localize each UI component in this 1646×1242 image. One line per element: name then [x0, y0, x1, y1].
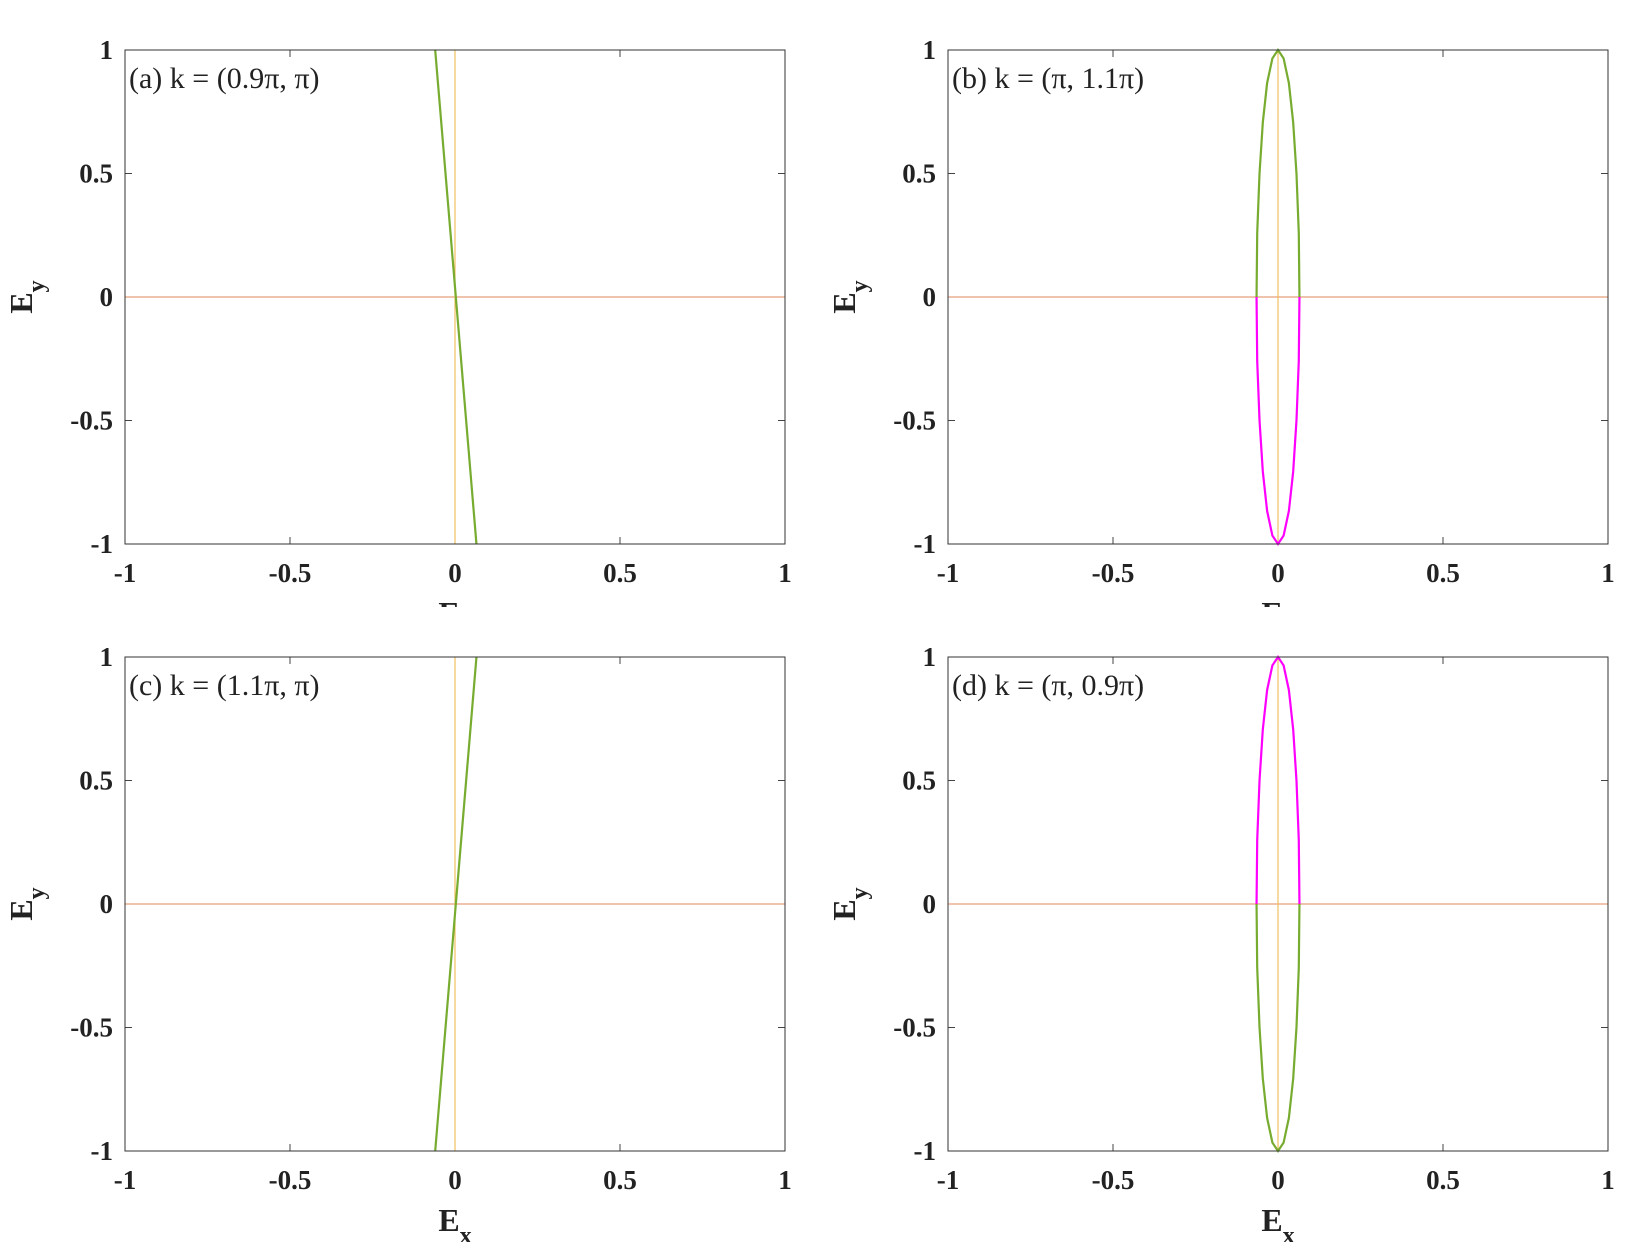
x-axis-label: Ex	[438, 595, 471, 642]
y-tick-label: 0	[100, 889, 114, 919]
x-tick-label: -0.5	[1092, 1165, 1135, 1195]
y-tick-label: 0.5	[902, 766, 936, 796]
x-axis-label-main: E	[1261, 1202, 1282, 1238]
y-axis-label-main: E	[3, 899, 39, 920]
axes-box	[947, 656, 1609, 1152]
y-tick-label: -1	[91, 1136, 114, 1166]
x-tick-label: 1	[1601, 1165, 1615, 1195]
x-tick-label: 1	[1601, 558, 1615, 588]
x-tick-label: -1	[114, 1165, 137, 1195]
y-axis-label: Ey	[3, 280, 50, 313]
y-tick-label: 1	[100, 642, 114, 672]
y-tick-label: -1	[91, 529, 114, 559]
y-tick-label: 0	[923, 282, 937, 312]
y-tick-label: -0.5	[893, 406, 936, 436]
subplot: -1 -0.5 0 0.5 1 -1 -0.5 0 0.5 1 (a) k = (0.9π, π) E…	[3, 35, 792, 642]
x-tick-label: 0.5	[603, 1165, 637, 1195]
x-tick-label: -1	[937, 1165, 960, 1195]
y-axis-label: Ey	[3, 887, 50, 920]
subplot: -1 -0.5 0 0.5 1 -1 -0.5 0 0.5 1 (b) k = (π, 1.1π) E…	[826, 35, 1615, 642]
y-tick-label: 0.5	[902, 159, 936, 189]
x-axis-label: Ex	[1261, 1202, 1294, 1242]
y-axis-label-main: E	[3, 292, 39, 313]
data-line	[434, 656, 478, 1152]
x-axis-label-sub: x	[460, 1223, 472, 1242]
y-tick-label: 1	[923, 642, 937, 672]
y-axis-label: Ey	[826, 887, 873, 920]
x-tick-label: 0.5	[1426, 558, 1460, 588]
annotation: (c) k = (1.1π, π)	[129, 669, 320, 702]
y-tick-label: -0.5	[893, 1013, 936, 1043]
data-line	[434, 49, 478, 545]
x-axis-label-main: E	[438, 595, 459, 631]
y-axis-label-sub: y	[847, 280, 873, 292]
y-axis-label-sub: y	[24, 887, 50, 899]
y-tick-label: -1	[914, 1136, 937, 1166]
axes-box	[124, 49, 786, 545]
annotation: (b) k = (π, 1.1π)	[952, 62, 1144, 95]
y-tick-label: -1	[914, 529, 937, 559]
y-tick-label: 0	[923, 889, 937, 919]
subplot: -1 -0.5 0 0.5 1 -1 -0.5 0 0.5 1 (c) k = (1.1π, π) E…	[3, 642, 792, 1242]
y-tick-label: 1	[923, 35, 937, 65]
y-axis-label-main: E	[826, 899, 862, 920]
x-tick-label: -1	[114, 558, 137, 588]
y-tick-label: -0.5	[70, 1013, 113, 1043]
x-tick-label: 0.5	[1426, 1165, 1460, 1195]
x-axis-label: Ex	[1261, 595, 1294, 642]
annotation: (d) k = (π, 0.9π)	[952, 669, 1144, 702]
x-tick-label: 1	[778, 1165, 792, 1195]
x-axis-label-sub: x	[1283, 616, 1295, 642]
x-axis-label-sub: x	[1283, 1223, 1295, 1242]
subplot: -1 -0.5 0 0.5 1 -1 -0.5 0 0.5 1 (d) k = (π, 0.9π) E…	[826, 642, 1615, 1242]
axes-box	[124, 656, 786, 1152]
axes-box	[947, 49, 1609, 545]
x-tick-label: -1	[937, 558, 960, 588]
y-tick-label: 0	[100, 282, 114, 312]
y-tick-label: 1	[100, 35, 114, 65]
x-tick-label: 0.5	[603, 558, 637, 588]
x-tick-label: 0	[448, 1165, 462, 1195]
x-axis-label-main: E	[438, 1202, 459, 1238]
y-axis-label: Ey	[826, 280, 873, 313]
y-axis-label-sub: y	[847, 887, 873, 899]
x-tick-label: 1	[778, 558, 792, 588]
x-tick-label: -0.5	[269, 558, 312, 588]
x-tick-label: -0.5	[269, 1165, 312, 1195]
x-tick-label: 0	[448, 558, 462, 588]
x-axis-label-sub: x	[460, 616, 472, 642]
x-axis-label: Ex	[438, 1202, 471, 1242]
x-tick-label: -0.5	[1092, 558, 1135, 588]
annotation: (a) k = (0.9π, π)	[129, 62, 320, 95]
y-axis-label-main: E	[826, 292, 862, 313]
y-tick-label: 0.5	[79, 766, 113, 796]
x-tick-label: 0	[1271, 558, 1285, 588]
x-axis-label-main: E	[1261, 595, 1282, 631]
y-tick-label: -0.5	[70, 406, 113, 436]
y-tick-label: 0.5	[79, 159, 113, 189]
x-tick-label: 0	[1271, 1165, 1285, 1195]
y-axis-label-sub: y	[24, 280, 50, 292]
